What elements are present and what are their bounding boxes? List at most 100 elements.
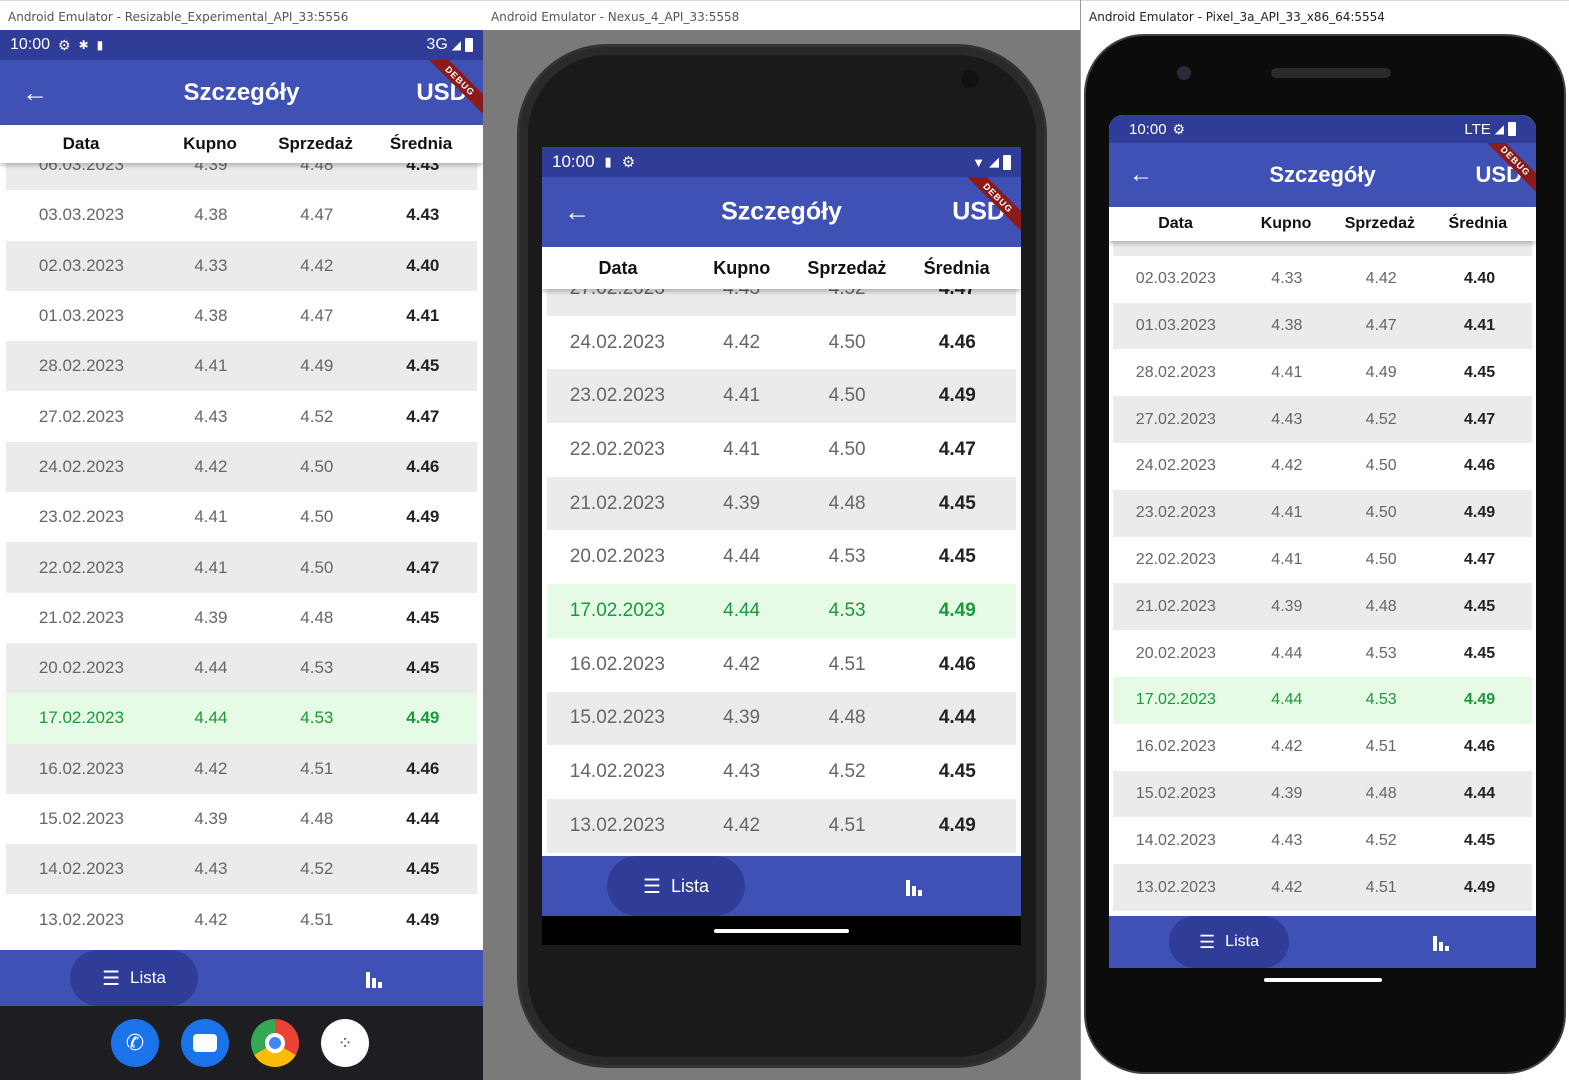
app-drawer-icon[interactable]: ⁘ <box>321 1019 369 1067</box>
buy-cell: 4.41 <box>194 356 228 376</box>
table-row[interactable]: 02.03.2023 4.33 4.42 4.40 <box>6 240 477 291</box>
date-cell: 17.02.2023 <box>1135 691 1216 709</box>
date-cell: 27.02.2023 <box>1135 410 1216 428</box>
nav-list-button[interactable]: ☰ Lista <box>607 856 745 916</box>
average-cell: 4.45 <box>1464 363 1496 381</box>
home-gesture-bar[interactable] <box>714 929 849 933</box>
buy-cell: 4.42 <box>1271 457 1303 475</box>
table-row[interactable]: 13.02.2023 4.42 4.51 4.49 <box>547 798 1016 853</box>
back-arrow-icon[interactable]: ← <box>22 77 48 107</box>
table-row[interactable]: 14.02.2023 4.43 4.52 4.45 <box>6 844 477 895</box>
table-row[interactable]: 16.02.2023 4.42 4.51 4.46 <box>6 743 477 794</box>
table-row[interactable]: 15.02.2023 4.39 4.48 4.44 <box>6 794 477 844</box>
average-cell: 4.45 <box>1464 597 1496 615</box>
average-cell: 4.46 <box>1464 738 1496 756</box>
average-cell: 4.45 <box>1464 644 1496 662</box>
table-row[interactable]: 23.02.2023 4.41 4.50 4.49 <box>1113 489 1532 537</box>
rates-list[interactable]: 06.03.2023 4.39 4.48 4.43 03.03.2023 4.38 4.47… <box>0 163 483 950</box>
chrome-icon[interactable] <box>251 1019 299 1067</box>
average-cell: 4.46 <box>1464 457 1496 475</box>
column-header: Średnia <box>923 257 990 278</box>
buy-cell: 4.42 <box>1271 878 1303 896</box>
messages-icon[interactable] <box>181 1019 229 1067</box>
table-row[interactable]: 23.02.2023 4.41 4.50 4.49 <box>6 492 477 542</box>
table-row[interactable]: 15.02.2023 4.39 4.48 4.44 <box>547 691 1016 746</box>
table-row[interactable]: 20.02.2023 4.44 4.53 4.45 <box>1113 630 1532 677</box>
table-row[interactable]: 13.02.2023 4.42 4.51 4.49 <box>6 894 477 944</box>
table-row[interactable]: 21.02.2023 4.39 4.48 4.45 <box>6 593 477 643</box>
signal-icon: ◢ <box>989 154 999 169</box>
table-row[interactable]: 21.02.2023 4.39 4.48 4.45 <box>547 476 1016 531</box>
buy-cell: 4.33 <box>1271 270 1303 288</box>
table-row[interactable]: 17.02.2023 4.44 4.53 4.49 <box>547 584 1016 638</box>
rates-list[interactable]: 27.02.20234.434.524.4724.02.20234.424.50… <box>542 289 1021 856</box>
chart-icon[interactable] <box>366 968 382 988</box>
table-row[interactable]: 06.03.2023 4.39 4.48 4.43 <box>6 163 477 191</box>
table-row[interactable]: 16.02.2023 4.42 4.51 4.46 <box>1113 724 1532 771</box>
table-row[interactable]: 17.02.2023 4.44 4.53 4.49 <box>6 693 477 744</box>
date-cell: 15.02.2023 <box>569 707 665 729</box>
sell-cell: 4.50 <box>1365 550 1397 568</box>
back-arrow-icon[interactable]: ← <box>564 196 590 227</box>
nav-list-button[interactable]: ☰ Lista <box>1169 916 1289 968</box>
table-row[interactable]: 17.02.2023 4.44 4.53 4.49 <box>1113 676 1532 724</box>
home-gesture-bar[interactable] <box>1264 978 1382 982</box>
nav-list-button[interactable]: ☰ Lista <box>70 950 198 1006</box>
sell-cell: 4.42 <box>300 255 334 275</box>
table-row[interactable]: 02.03.2023 4.33 4.42 4.40 <box>1113 256 1532 303</box>
table-row[interactable]: 13.02.2023 4.42 4.51 4.49 <box>1113 864 1532 911</box>
window-title: Android Emulator - Resizable_Experimenta… <box>0 0 483 30</box>
column-header: Sprzedaż <box>278 134 353 153</box>
table-row[interactable]: 28.02.2023 4.41 4.49 4.45 <box>1113 349 1532 396</box>
table-row[interactable]: 14.02.2023 4.43 4.52 4.45 <box>1113 817 1532 864</box>
sell-cell: 4.48 <box>828 707 866 729</box>
chart-icon[interactable] <box>1433 933 1449 951</box>
sell-cell: 4.48 <box>300 809 334 828</box>
average-cell: 4.46 <box>938 331 976 353</box>
average-cell: 4.45 <box>406 356 440 376</box>
table-row[interactable]: 24.02.2023 4.42 4.50 4.46 <box>6 441 477 493</box>
table-row[interactable]: 22.02.2023 4.41 4.50 4.47 <box>1113 537 1532 584</box>
buy-cell: 4.39 <box>194 163 228 175</box>
table-row[interactable]: 23.02.2023 4.41 4.50 4.49 <box>547 369 1016 424</box>
table-row[interactable]: 16.02.2023 4.42 4.51 4.46 <box>547 638 1016 692</box>
date-cell: 16.02.2023 <box>569 653 665 675</box>
buy-cell: 4.42 <box>194 758 228 778</box>
average-cell: 4.46 <box>406 758 440 778</box>
average-cell: 4.43 <box>406 163 440 175</box>
column-header: Kupno <box>183 134 237 153</box>
table-row[interactable]: 24.02.2023 4.42 4.50 4.46 <box>1113 443 1532 490</box>
table-row[interactable]: 14.02.2023 4.43 4.52 4.45 <box>547 745 1016 799</box>
settings-icon: ⚙ <box>1172 120 1186 137</box>
sell-cell: 4.49 <box>1365 363 1397 381</box>
table-row[interactable]: 20.02.2023 4.44 4.53 4.45 <box>6 642 477 694</box>
average-cell: 4.47 <box>899 289 1016 300</box>
table-row[interactable]: 20.02.2023 4.44 4.53 4.45 <box>547 530 1016 584</box>
average-cell: 4.49 <box>938 599 976 621</box>
window-title: Android Emulator - Pixel_3a_API_33_x86_6… <box>1081 0 1569 30</box>
notification-icon: ✱ <box>78 38 89 52</box>
table-row[interactable]: 21.02.2023 4.39 4.48 4.45 <box>1113 583 1532 631</box>
table-row[interactable]: 28.02.2023 4.41 4.49 4.45 <box>6 341 477 392</box>
back-arrow-icon[interactable]: ← <box>1129 161 1153 188</box>
nav-list-label: Lista <box>670 875 709 896</box>
column-header: Średnia <box>389 134 453 153</box>
table-row[interactable]: 15.02.2023 4.39 4.48 4.44 <box>1113 770 1532 818</box>
date-cell: 16.02.2023 <box>38 758 124 778</box>
phone-icon[interactable]: ✆ <box>111 1019 159 1067</box>
buy-cell: 4.44 <box>194 658 228 678</box>
table-row[interactable]: 01.03.2023 4.38 4.47 4.41 <box>6 291 477 341</box>
table-row[interactable]: 01.03.2023 4.38 4.47 4.41 <box>1113 302 1532 350</box>
table-row[interactable]: 22.02.2023 4.41 4.50 4.47 <box>6 542 477 593</box>
table-row[interactable]: 24.02.2023 4.42 4.50 4.46 <box>547 316 1016 370</box>
table-row[interactable]: 22.02.2023 4.41 4.50 4.47 <box>547 423 1016 477</box>
chart-icon[interactable] <box>906 876 922 896</box>
network-type: LTE <box>1464 120 1491 138</box>
